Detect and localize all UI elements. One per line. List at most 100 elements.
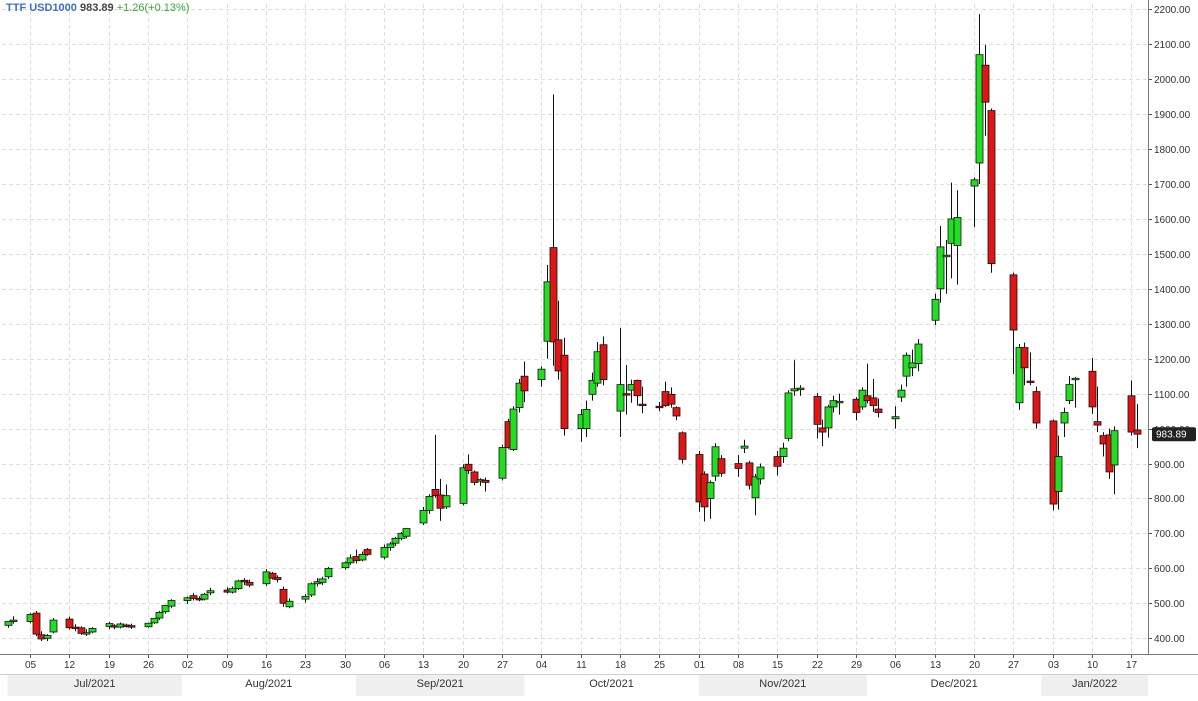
candle[interactable] bbox=[784, 390, 793, 442]
candle[interactable] bbox=[1071, 376, 1080, 408]
candle[interactable] bbox=[386, 541, 395, 551]
candle[interactable] bbox=[1054, 435, 1063, 510]
candle[interactable] bbox=[560, 337, 569, 436]
candle[interactable] bbox=[206, 587, 215, 595]
candle[interactable] bbox=[717, 455, 726, 477]
candle[interactable] bbox=[1020, 342, 1029, 386]
candle[interactable] bbox=[936, 225, 945, 303]
candle[interactable] bbox=[470, 470, 479, 486]
candle[interactable] bbox=[588, 372, 597, 401]
candle[interactable] bbox=[1093, 386, 1102, 433]
candle[interactable] bbox=[402, 527, 411, 539]
candle[interactable] bbox=[616, 327, 625, 437]
candle[interactable] bbox=[341, 561, 350, 570]
candle[interactable] bbox=[1088, 358, 1097, 414]
candle[interactable] bbox=[790, 360, 799, 396]
candle[interactable] bbox=[307, 582, 316, 598]
candle[interactable] bbox=[509, 406, 518, 451]
candle[interactable] bbox=[200, 592, 209, 601]
candle[interactable] bbox=[77, 626, 86, 635]
candle[interactable] bbox=[582, 400, 591, 437]
candle[interactable] bbox=[43, 634, 52, 642]
candle[interactable] bbox=[167, 599, 176, 609]
candle[interactable] bbox=[1026, 352, 1035, 386]
candle[interactable] bbox=[537, 366, 546, 387]
candle[interactable] bbox=[155, 611, 164, 621]
candle[interactable] bbox=[829, 395, 838, 413]
candle[interactable] bbox=[818, 419, 827, 447]
candle[interactable] bbox=[4, 621, 13, 628]
candle[interactable] bbox=[942, 239, 951, 294]
candle[interactable] bbox=[751, 474, 760, 516]
candle[interactable] bbox=[464, 454, 473, 475]
candle[interactable] bbox=[824, 404, 833, 438]
candle[interactable] bbox=[745, 460, 754, 490]
candle[interactable] bbox=[363, 548, 372, 556]
candle[interactable] bbox=[756, 463, 765, 485]
candle[interactable] bbox=[431, 434, 440, 498]
candle[interactable] bbox=[268, 571, 277, 580]
candle[interactable] bbox=[796, 385, 805, 396]
candle[interactable] bbox=[970, 177, 979, 228]
candle[interactable] bbox=[520, 361, 529, 403]
candle[interactable] bbox=[127, 623, 136, 629]
candle[interactable] bbox=[638, 386, 647, 414]
candle[interactable] bbox=[1127, 380, 1136, 436]
candle[interactable] bbox=[358, 551, 367, 562]
candle[interactable] bbox=[183, 596, 192, 605]
symbol-name[interactable]: TTF USD1000 bbox=[6, 2, 77, 14]
candle[interactable] bbox=[425, 494, 434, 514]
candle[interactable] bbox=[869, 378, 878, 412]
candle[interactable] bbox=[228, 586, 237, 594]
candle[interactable] bbox=[498, 444, 507, 481]
candle[interactable] bbox=[82, 629, 91, 636]
candle[interactable] bbox=[459, 464, 468, 506]
candle[interactable] bbox=[779, 442, 788, 463]
candle[interactable] bbox=[773, 450, 782, 476]
candle[interactable] bbox=[599, 336, 608, 386]
candle[interactable] bbox=[902, 352, 911, 387]
candle[interactable] bbox=[678, 431, 687, 464]
candle[interactable] bbox=[549, 94, 558, 366]
candle[interactable] bbox=[1065, 376, 1074, 405]
candle[interactable] bbox=[1009, 272, 1018, 375]
candle[interactable] bbox=[49, 618, 58, 634]
candle[interactable] bbox=[279, 586, 288, 607]
candle[interactable] bbox=[144, 622, 153, 628]
candle[interactable] bbox=[813, 392, 822, 439]
candle[interactable] bbox=[667, 387, 676, 408]
candle[interactable] bbox=[981, 44, 990, 136]
candle[interactable] bbox=[234, 579, 243, 591]
candle[interactable] bbox=[1110, 426, 1119, 495]
candle[interactable] bbox=[891, 406, 900, 429]
candle[interactable] bbox=[245, 579, 254, 588]
candle[interactable] bbox=[391, 536, 400, 547]
candle[interactable] bbox=[65, 616, 74, 630]
candle[interactable] bbox=[515, 378, 524, 413]
candle[interactable] bbox=[481, 477, 490, 492]
candle[interactable] bbox=[655, 402, 664, 412]
candle[interactable] bbox=[672, 406, 681, 421]
candle[interactable] bbox=[380, 544, 389, 560]
candle[interactable] bbox=[914, 339, 923, 372]
candle[interactable] bbox=[240, 578, 249, 586]
candle[interactable] bbox=[734, 455, 743, 477]
candle[interactable] bbox=[9, 616, 18, 624]
candle[interactable] bbox=[161, 604, 170, 614]
candle[interactable] bbox=[1060, 407, 1069, 437]
candle[interactable] bbox=[706, 480, 715, 519]
candle[interactable] bbox=[740, 439, 749, 454]
candle[interactable] bbox=[318, 576, 327, 586]
candle[interactable] bbox=[189, 592, 198, 601]
candle[interactable] bbox=[633, 379, 642, 406]
candle[interactable] bbox=[150, 617, 159, 624]
candle[interactable] bbox=[1032, 386, 1041, 429]
candle[interactable] bbox=[419, 506, 428, 526]
candle[interactable] bbox=[931, 293, 940, 326]
candle[interactable] bbox=[953, 190, 962, 285]
candle[interactable] bbox=[285, 598, 294, 609]
candle[interactable] bbox=[1133, 404, 1142, 449]
candle[interactable] bbox=[273, 575, 282, 583]
candle[interactable] bbox=[622, 364, 631, 415]
